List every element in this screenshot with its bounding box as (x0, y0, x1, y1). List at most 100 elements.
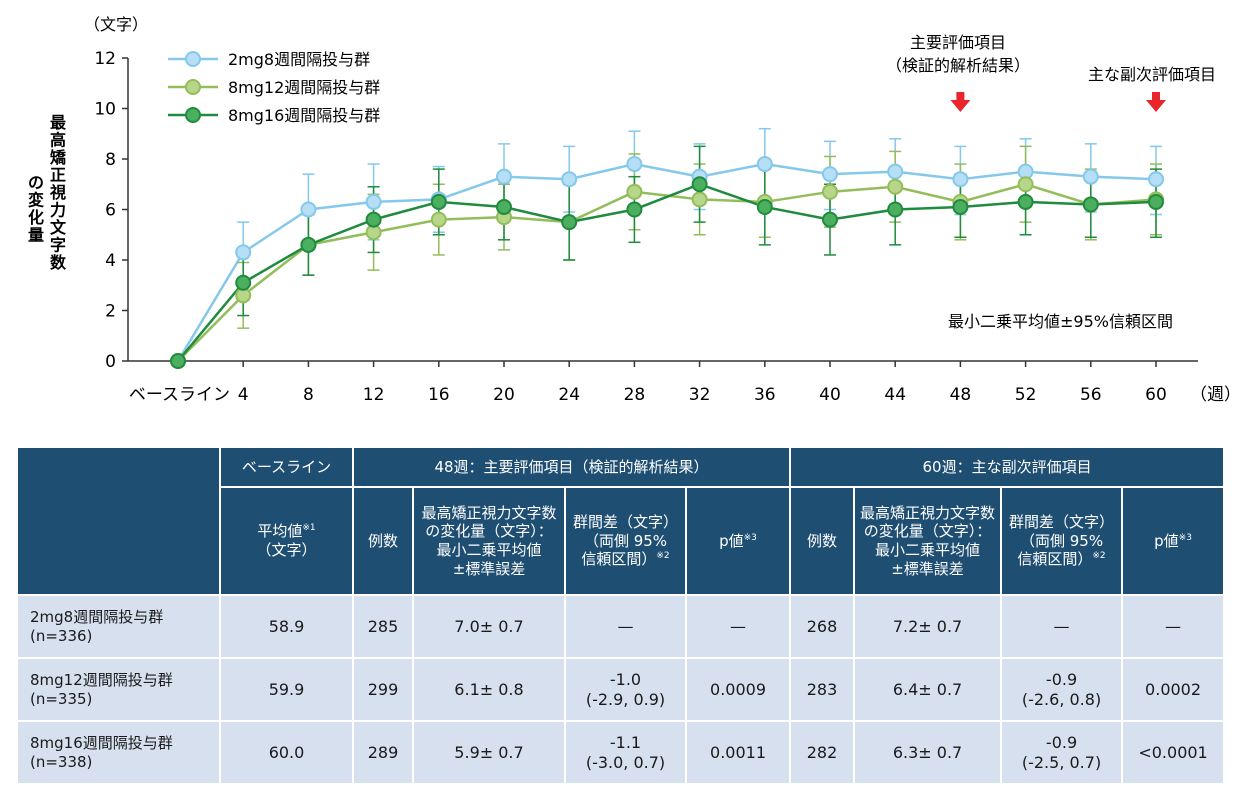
cell-n48: 299 (352, 657, 414, 722)
cell-diff48: -1.0 (-2.9, 0.9) (564, 657, 687, 722)
data-point (1148, 171, 1164, 188)
x-tick-label: 12 (363, 385, 385, 405)
cell-chg48: 6.1± 0.8 (412, 657, 566, 722)
x-tick-label: 52 (1015, 385, 1037, 405)
annotation-primary-2: （検証的解析結果） (886, 56, 1030, 75)
cell-p60: — (1121, 594, 1226, 659)
header-week48: 48週：主要評価項目（検証的解析結果） (351, 446, 792, 488)
cell-baseline: 59.9 (219, 657, 354, 722)
cell-baseline: 60.0 (219, 720, 354, 785)
series-points-3 (170, 176, 1164, 369)
cell-n60: 283 (789, 657, 856, 722)
x-tick-label: ベースライン (129, 385, 230, 405)
data-point (626, 201, 643, 218)
cell-p48: — (684, 594, 792, 659)
data-point (430, 193, 447, 210)
cell-diff60: — (1000, 594, 1124, 659)
y-axis-label-char: 最 (50, 113, 67, 132)
y-tick-label: 4 (105, 251, 116, 271)
data-point (235, 244, 252, 261)
x-tick-label: 56 (1080, 385, 1102, 405)
y-axis-label-char: 正 (50, 166, 66, 185)
header-n-60: 例数 (789, 486, 856, 596)
y-axis-label-char: の (28, 173, 44, 192)
header-p-60: p値※3 (1121, 486, 1226, 596)
cell-n48: 289 (352, 720, 414, 785)
header-diff-60: 群間差（文字） （両側 95% 信頼区間）※2 (1000, 486, 1124, 596)
y-axis-label-char: 化 (28, 208, 44, 227)
annotation-arrows (950, 92, 1166, 112)
y-ticks: 0 2 4 6 8 10 12 (94, 49, 128, 372)
data-point (887, 178, 904, 195)
x-tick-label: 20 (493, 385, 515, 405)
series-points-1 (170, 156, 1164, 369)
y-unit-label: （文字） (84, 15, 148, 34)
cell-n60: 282 (789, 720, 856, 785)
data-point (756, 198, 773, 215)
legend-label: 2mg8週間隔投与群 (228, 50, 370, 69)
y-axis-label-char: 矯 (49, 148, 67, 167)
header-change-60: 最高矯正視力文字数 の変化量（文字）： 最小二乗平均値 ±標準誤差 (853, 486, 1003, 596)
x-tick-label: 16 (428, 385, 450, 405)
y-tick-label: 0 (105, 352, 116, 372)
legend-label: 8mg16週間隔投与群 (228, 106, 380, 125)
cell-p60: 0.0002 (1121, 657, 1226, 722)
table-row: 8mg12週間隔投与群 (n=335) 59.9 299 6.1± 0.8 -1.… (16, 657, 1226, 722)
y-tick-label: 12 (94, 49, 116, 69)
series-line (176, 162, 1157, 362)
y-tick-label: 2 (105, 302, 116, 322)
series-line (177, 182, 1157, 362)
annotation-secondary: 主な副次評価項目 (1088, 65, 1216, 84)
cell-diff60: -0.9 (-2.5, 0.7) (1000, 720, 1124, 785)
header-baseline: ベースライン (219, 446, 354, 488)
data-point (822, 166, 838, 183)
x-tick-label: 32 (689, 385, 711, 405)
data-point (756, 156, 773, 173)
data-point (365, 211, 382, 228)
x-tick-label: 60 (1145, 385, 1167, 405)
y-axis-label-char: 量 (28, 226, 44, 245)
data-point (887, 163, 904, 180)
series-line (177, 182, 1157, 362)
data-point (822, 183, 838, 200)
y-axis-label-char: 変 (28, 191, 44, 210)
y-axis-label-char: 数 (50, 253, 67, 272)
y-axis-label: 最高矯正視力文字数 の変化量 (28, 113, 67, 272)
cell-p60: <0.0001 (1121, 720, 1226, 785)
row-group: 8mg12週間隔投与群 (n=335) (16, 657, 221, 722)
data-point (561, 171, 578, 188)
y-tick-label: 10 (94, 100, 116, 120)
header-p-48: p値※3 (684, 486, 792, 596)
header-group-empty (16, 446, 221, 596)
cell-diff60: -0.9 (-2.6, 0.8) (1000, 657, 1124, 722)
header-change-48: 最高矯正視力文字数 の変化量（文字）： 最小二乗平均値 ±標準誤差 (412, 486, 566, 596)
y-axis-label-char: 高 (50, 131, 66, 150)
header-n-48: 例数 (352, 486, 414, 596)
x-tick-label: 24 (558, 385, 580, 405)
legend-label: 8mg12週間隔投与群 (228, 78, 380, 97)
x-unit-label: （週） (1190, 385, 1241, 405)
data-point (300, 236, 317, 253)
data-point (300, 201, 317, 218)
y-axis-label-char: 字 (50, 236, 66, 255)
x-tick-label: 4 (238, 385, 249, 405)
data-point (822, 211, 838, 228)
x-tick-label: 8 (303, 385, 314, 405)
header-diff-48: 群間差（文字） （両側 95% 信頼区間）※2 (564, 486, 687, 596)
chart-series (170, 127, 1164, 369)
annotation-primary-1: 主要評価項目 (910, 33, 1006, 52)
y-axis-label-char: 視 (49, 183, 66, 202)
data-point (170, 353, 186, 369)
data-point (430, 211, 447, 228)
data-point (691, 191, 708, 208)
cell-diff48: — (564, 594, 687, 659)
data-point (1082, 196, 1099, 213)
cell-n60: 268 (789, 594, 856, 659)
cell-chg60: 6.4± 0.7 (853, 657, 1003, 722)
data-point (365, 193, 382, 210)
y-axis-label-char: 力 (50, 201, 66, 220)
series-points-2 (170, 176, 1164, 369)
x-tick-label: 28 (624, 385, 646, 405)
data-point (496, 198, 512, 215)
